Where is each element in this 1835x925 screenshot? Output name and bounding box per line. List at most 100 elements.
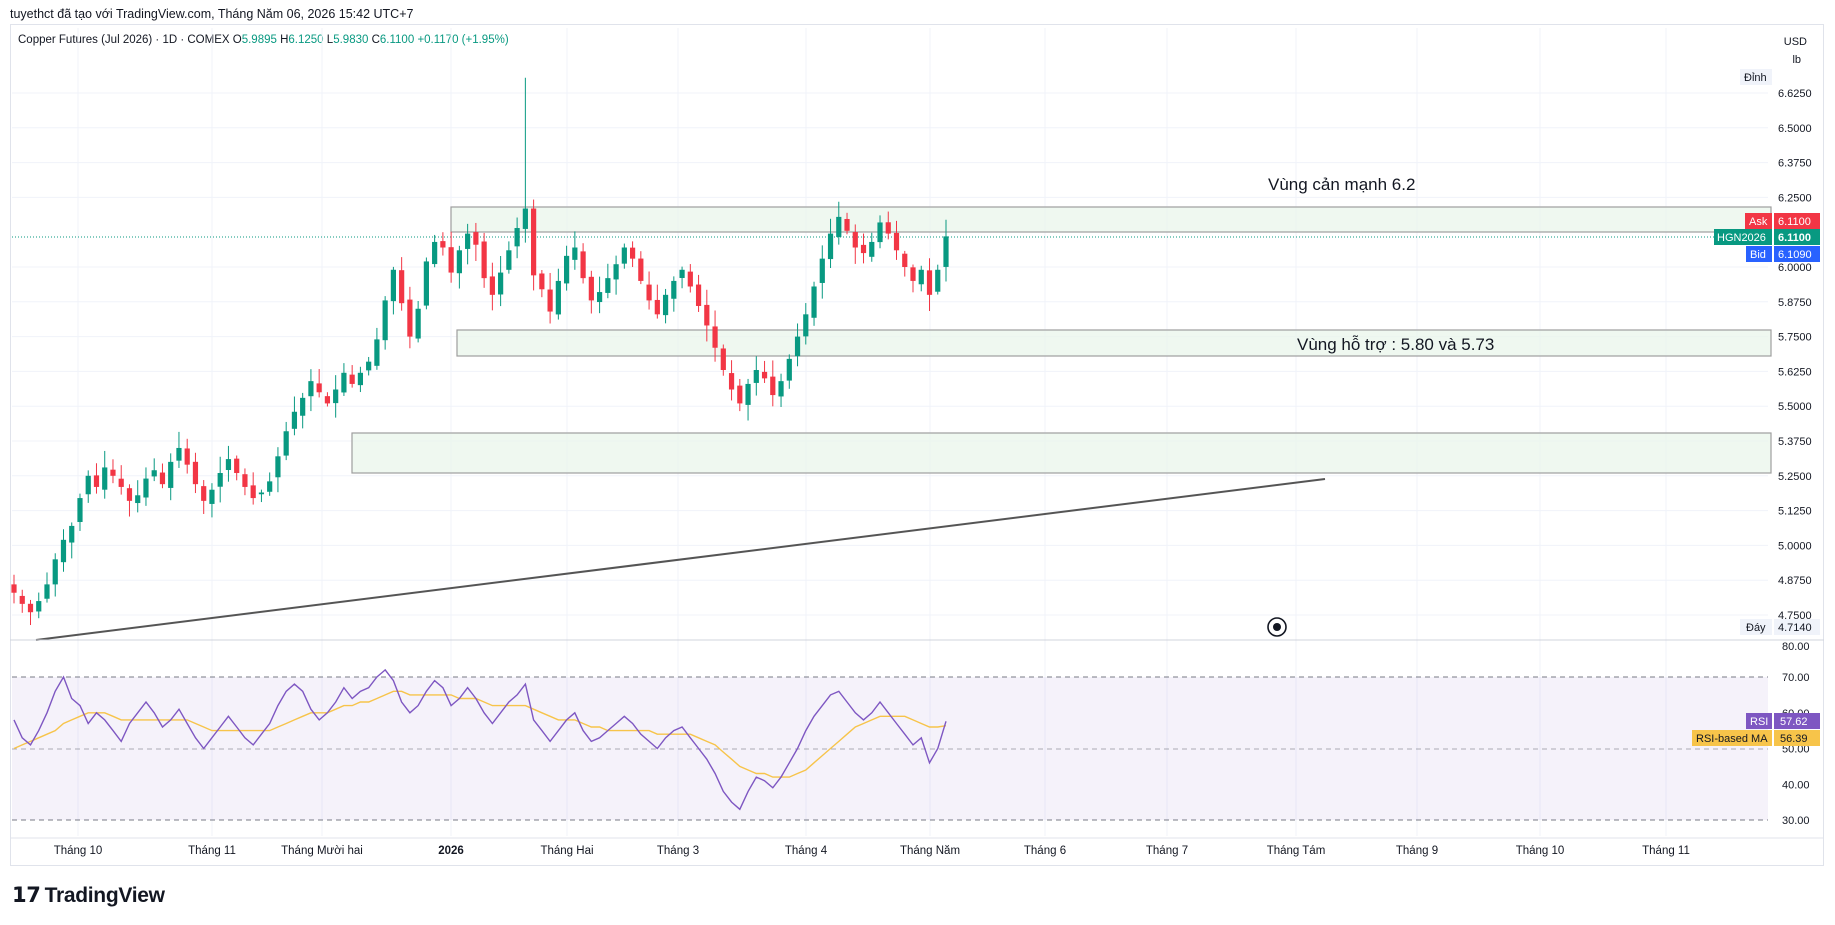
candle-body[interactable] — [135, 495, 141, 504]
candle-body[interactable] — [679, 269, 685, 278]
price-scale[interactable]: 6.6250 6.5000 6.3750 6.2500 6.0000 5.8750 5.75… — [1778, 88, 1812, 622]
candle-body[interactable] — [374, 339, 380, 366]
candle-body[interactable] — [935, 269, 941, 292]
rsi-ma-line[interactable] — [13, 690, 947, 778]
candle-body[interactable] — [283, 431, 289, 456]
candle-body[interactable] — [943, 236, 949, 267]
ascending-trendline[interactable] — [35, 478, 1326, 641]
candle-body[interactable] — [712, 326, 718, 348]
candle-body[interactable] — [481, 241, 487, 279]
candle-body[interactable] — [19, 595, 25, 604]
candle-body[interactable] — [250, 485, 256, 499]
candle-body[interactable] — [844, 218, 850, 231]
candle-body[interactable] — [811, 286, 817, 318]
clock-icon[interactable] — [1267, 617, 1287, 637]
candle-body[interactable] — [465, 233, 471, 249]
candle-body[interactable] — [803, 314, 809, 337]
candle-body[interactable] — [514, 228, 520, 247]
candle-body[interactable] — [448, 247, 454, 273]
candle-body[interactable] — [27, 603, 34, 613]
candle-body[interactable] — [69, 525, 75, 543]
candle-body[interactable] — [893, 232, 900, 251]
candle-body[interactable] — [225, 459, 232, 471]
candle-body[interactable] — [275, 456, 281, 478]
candle-body[interactable] — [885, 222, 891, 234]
candle-body[interactable] — [687, 271, 693, 287]
resistance-zone[interactable] — [450, 206, 1772, 233]
candle-body[interactable] — [176, 447, 182, 461]
candle-body[interactable] — [531, 208, 537, 276]
candle-body[interactable] — [753, 370, 759, 383]
tradingview-logo[interactable]: 𝟭𝟳 TradingView — [12, 883, 165, 908]
candle-body[interactable] — [36, 601, 42, 612]
candle-body[interactable] — [324, 396, 331, 404]
candle-body[interactable] — [506, 250, 512, 270]
candle-body[interactable] — [316, 383, 322, 393]
candle-body[interactable] — [621, 247, 627, 264]
candle-body[interactable] — [209, 489, 215, 504]
candle-body[interactable] — [786, 358, 792, 381]
candle-body[interactable] — [151, 470, 157, 477]
candle-body[interactable] — [852, 232, 858, 248]
candle-body[interactable] — [192, 461, 199, 485]
candle-body[interactable] — [596, 292, 603, 303]
resistance-annotation[interactable]: Vùng cản mạnh 6.2 — [1268, 175, 1415, 194]
candle-body[interactable] — [234, 458, 240, 474]
candle-body[interactable] — [605, 278, 611, 293]
candle-body[interactable] — [291, 411, 298, 429]
candle-body[interactable] — [564, 255, 570, 284]
candle-body[interactable] — [737, 385, 743, 404]
candle-body[interactable] — [407, 299, 413, 337]
candle-body[interactable] — [704, 304, 710, 326]
support-annotation[interactable]: Vùng hỗ trợ : 5.80 và 5.73 — [1297, 335, 1494, 354]
rsi-line[interactable] — [13, 668, 947, 811]
candle-body[interactable] — [93, 475, 100, 487]
candle-body[interactable] — [308, 381, 314, 397]
candle-body[interactable] — [695, 284, 702, 306]
candle-body[interactable] — [440, 241, 446, 248]
candle-body[interactable] — [11, 584, 17, 593]
candle-body[interactable] — [869, 241, 875, 257]
candle-body[interactable] — [498, 272, 504, 295]
candle-body[interactable] — [267, 481, 273, 492]
candle-body[interactable] — [761, 371, 768, 379]
candle-body[interactable] — [456, 250, 462, 274]
time-axis[interactable]: Tháng 10 Tháng 11 Tháng Mười hai 2026 Tháng … — [54, 845, 1690, 857]
candle-body[interactable] — [539, 273, 545, 290]
candle-body[interactable] — [258, 492, 265, 495]
candle-body[interactable] — [926, 270, 933, 295]
candle-body[interactable] — [201, 486, 207, 501]
candle-body[interactable] — [102, 467, 108, 490]
candle-body[interactable] — [423, 261, 429, 306]
candle-body[interactable] — [662, 294, 669, 316]
candle-body[interactable] — [217, 473, 223, 487]
candle-body[interactable] — [341, 372, 347, 393]
candle-body[interactable] — [399, 270, 405, 304]
candle-body[interactable] — [110, 469, 116, 476]
candle-body[interactable] — [613, 264, 619, 280]
candle-body[interactable] — [52, 559, 58, 585]
candle-body[interactable] — [555, 280, 561, 315]
candle-body[interactable] — [77, 498, 83, 522]
candle-body[interactable] — [357, 372, 364, 386]
candle-body[interactable] — [646, 284, 652, 301]
candle-body[interactable] — [877, 222, 883, 243]
candle-body[interactable] — [918, 269, 924, 285]
candle-body[interactable] — [489, 276, 495, 295]
candle-body[interactable] — [720, 348, 726, 371]
candle-body[interactable] — [390, 269, 396, 302]
candle-body[interactable] — [588, 276, 594, 301]
support-zone[interactable] — [456, 329, 1772, 357]
candle-body[interactable] — [415, 308, 421, 339]
candle-body[interactable] — [44, 584, 50, 599]
candle-body[interactable] — [778, 381, 784, 397]
candle-body[interactable] — [547, 289, 553, 312]
unit-label[interactable]: lb — [1792, 54, 1801, 66]
candle-body[interactable] — [168, 461, 174, 488]
candle-body[interactable] — [432, 241, 438, 265]
candle-body[interactable] — [85, 475, 91, 495]
candle-body[interactable] — [910, 267, 916, 281]
candle-body[interactable] — [349, 374, 355, 384]
candle-body[interactable] — [118, 478, 124, 487]
